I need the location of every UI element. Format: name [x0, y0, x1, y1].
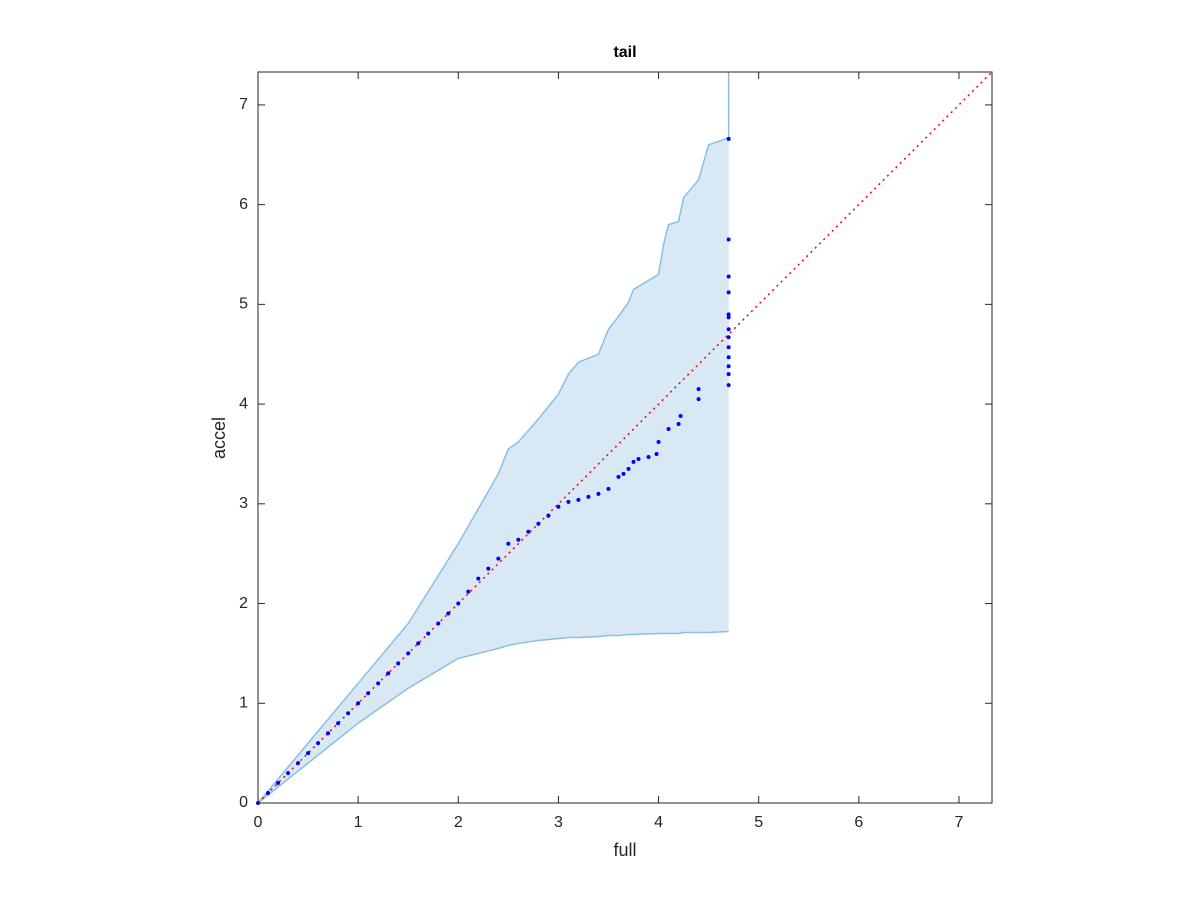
chart-title: tail [613, 44, 636, 61]
point [626, 466, 631, 471]
point [678, 414, 683, 419]
point [726, 372, 731, 377]
point [726, 364, 731, 369]
point [386, 671, 391, 676]
y-tick-label: 2 [239, 595, 248, 612]
point [616, 474, 621, 479]
point [336, 721, 341, 726]
point [676, 422, 681, 427]
x-axis-label: full [613, 840, 636, 860]
point [426, 631, 431, 636]
x-tick-label: 6 [854, 814, 863, 831]
point [306, 751, 311, 756]
y-tick-label: 4 [239, 395, 248, 412]
point [646, 454, 651, 459]
band-fill [258, 72, 729, 803]
point [726, 327, 731, 332]
point [631, 459, 636, 464]
x-tick-label: 4 [654, 814, 663, 831]
point [486, 566, 491, 571]
y-axis-label: accel [209, 417, 229, 459]
point [726, 345, 731, 350]
x-tick-label: 3 [554, 814, 563, 831]
point [526, 529, 531, 534]
point [326, 731, 331, 736]
point [496, 556, 501, 561]
point [546, 513, 551, 518]
y-tick-label: 5 [239, 296, 248, 313]
point [636, 456, 641, 461]
point [726, 274, 731, 279]
point [726, 312, 731, 317]
axes-box [257, 71, 993, 804]
point [366, 691, 371, 696]
point [446, 611, 451, 616]
point [606, 486, 611, 491]
point [396, 661, 401, 666]
point [296, 761, 301, 766]
point [346, 711, 351, 716]
point [726, 355, 731, 360]
y-tick-label: 3 [239, 495, 248, 512]
y-tick-label: 7 [239, 96, 248, 113]
point [436, 621, 441, 626]
point [654, 451, 659, 456]
point [656, 439, 661, 444]
point [586, 494, 591, 499]
point [596, 491, 601, 496]
point [726, 290, 731, 295]
point [276, 781, 281, 786]
y-tick-label: 0 [239, 794, 248, 811]
point [506, 541, 511, 546]
reference-line [257, 71, 993, 804]
point [696, 387, 701, 392]
point [726, 315, 731, 320]
point [316, 741, 321, 746]
point [726, 335, 731, 340]
point [356, 701, 361, 706]
x-tick-label: 0 [254, 814, 263, 831]
band-upper-line [257, 72, 730, 804]
point [516, 537, 521, 542]
point [286, 771, 291, 776]
point [536, 521, 541, 526]
point [566, 499, 571, 504]
point [466, 589, 471, 594]
x-tick-label: 2 [454, 814, 463, 831]
point [726, 383, 731, 388]
point [376, 681, 381, 686]
x-tick-label: 7 [955, 814, 964, 831]
point [726, 136, 731, 141]
point [456, 601, 461, 606]
y-tick-label: 1 [239, 694, 248, 711]
point [576, 497, 581, 502]
point [416, 641, 421, 646]
point [621, 471, 626, 476]
band-lower-line [257, 630, 729, 804]
point [266, 791, 271, 796]
point [406, 651, 411, 656]
x-tick-label: 1 [354, 814, 363, 831]
x-tick-label: 5 [754, 814, 763, 831]
point [696, 397, 701, 402]
point [726, 237, 731, 242]
point [666, 427, 671, 432]
point [556, 504, 561, 509]
point [476, 576, 481, 581]
y-tick-label: 6 [239, 196, 248, 213]
